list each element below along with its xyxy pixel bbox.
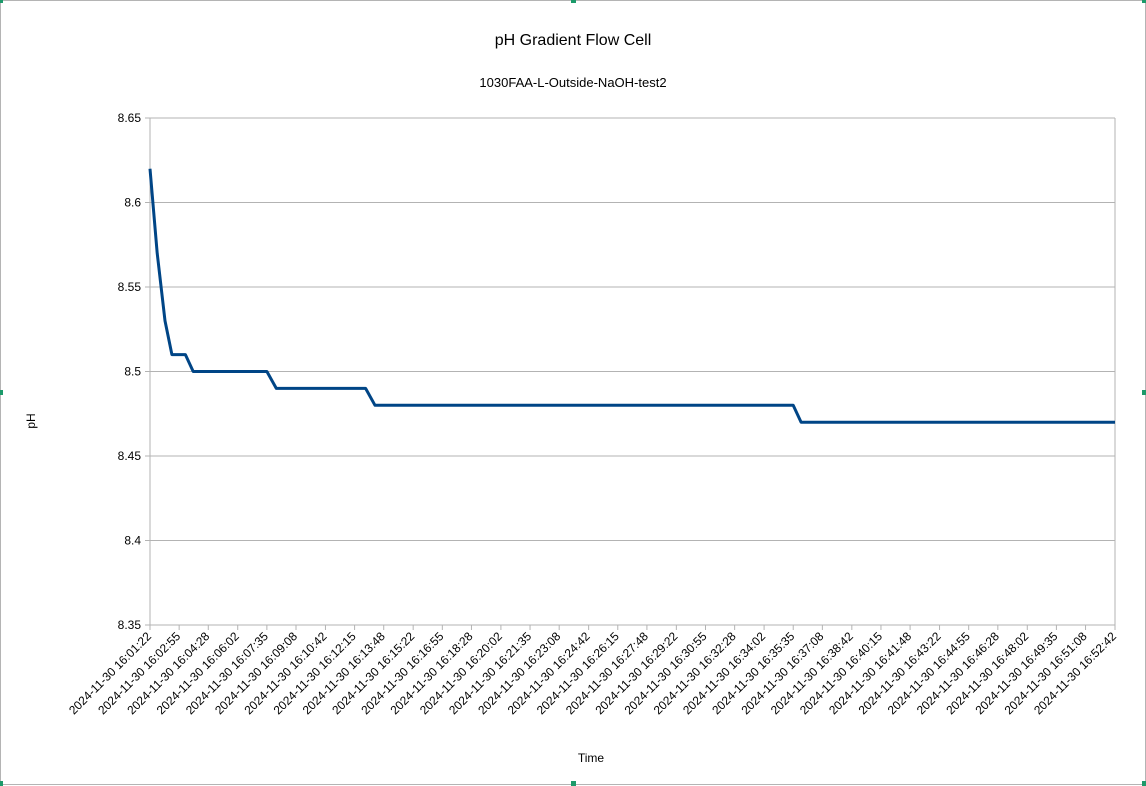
y-axis-label: pH (24, 413, 38, 428)
y-tick-label: 8.4 (124, 534, 141, 548)
y-tick-label: 8.65 (118, 111, 142, 125)
y-axis-ticks: 8.35 8.4 8.45 8.5 8.55 8.6 8.65 (118, 111, 142, 632)
resize-handle-top[interactable] (571, 0, 576, 3)
resize-handle-bottom-right[interactable] (1142, 781, 1146, 786)
resize-handle-bottom[interactable] (571, 781, 576, 786)
resize-handle-top-left[interactable] (0, 0, 3, 3)
y-tick-label: 8.55 (118, 280, 142, 294)
x-axis-label: Time (578, 751, 605, 765)
chart-subtitle: 1030FAA-L-Outside-NaOH-test2 (479, 75, 666, 90)
chart-title: pH Gradient Flow Cell (495, 32, 652, 49)
y-tick-label: 8.35 (118, 618, 142, 632)
series-line-ph (148, 168, 1115, 424)
resize-handle-bottom-left[interactable] (0, 781, 3, 786)
y-tick-label: 8.45 (118, 449, 142, 463)
resize-handle-left[interactable] (0, 390, 3, 395)
gridlines (145, 117, 1116, 626)
y-tick-label: 8.6 (124, 196, 141, 210)
resize-handle-right[interactable] (1142, 390, 1146, 395)
y-tick-label: 8.5 (124, 365, 141, 379)
resize-handle-top-right[interactable] (1142, 0, 1146, 3)
